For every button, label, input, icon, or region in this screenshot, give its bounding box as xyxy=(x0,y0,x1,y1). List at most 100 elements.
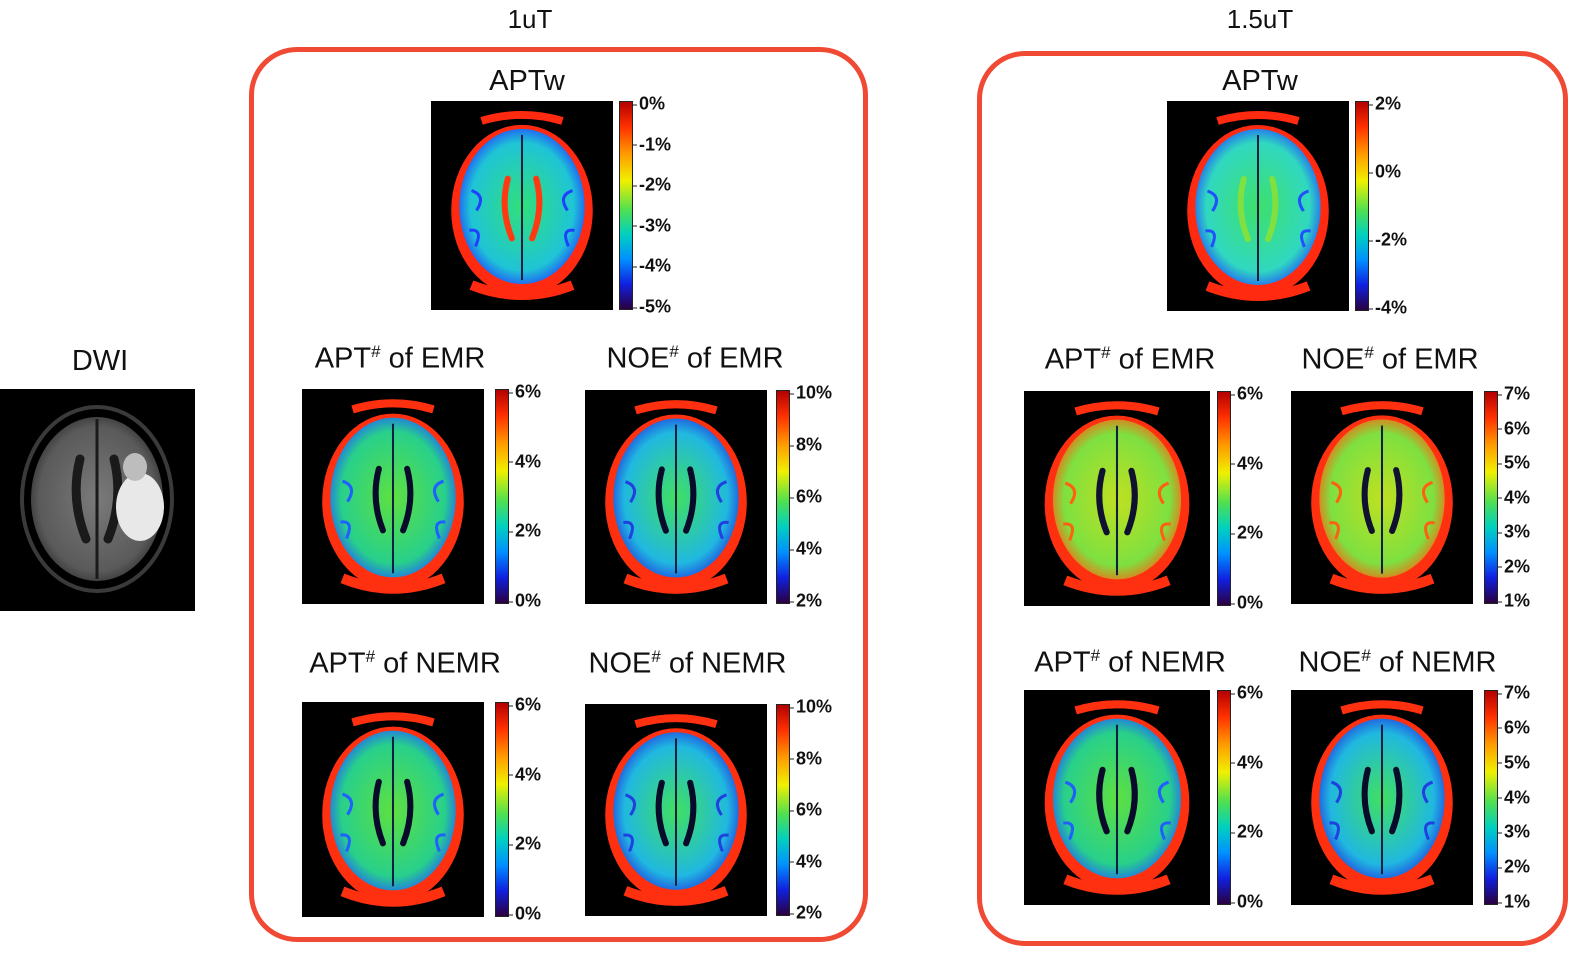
panel-title-main: NOE xyxy=(588,647,652,680)
mri-map-p8 xyxy=(1291,391,1473,604)
colorbar-tick-label: 2% xyxy=(508,833,542,854)
colorbar-tick-label: 4% xyxy=(1230,752,1264,773)
panel-title-sup: # xyxy=(651,647,661,666)
panel-title-p8: NOE# of EMR xyxy=(1290,343,1490,377)
colorbar-tick-label: 4% xyxy=(508,764,542,785)
colorbar-tick-label: -4% xyxy=(1368,297,1408,318)
colorbar-tick-label: 6% xyxy=(789,799,823,820)
colorbar-tick-label: 4% xyxy=(508,451,542,472)
panel-title-p3: NOE# of EMR xyxy=(595,342,795,376)
colorbar-tick-label: 6% xyxy=(1230,682,1264,703)
panel-title-sup: # xyxy=(1090,646,1101,665)
colorbar-tick-label: 2% xyxy=(1497,856,1531,877)
colorbar-tick-label: 5% xyxy=(1497,452,1531,473)
panel-title-rest: of NEMR xyxy=(375,647,501,680)
panel-title-rest: of EMR xyxy=(1373,343,1479,376)
colorbar-tick-label: 0% xyxy=(1230,592,1264,613)
panel-title-rest: of EMR xyxy=(678,342,784,375)
colorbar-tick-label: 4% xyxy=(1230,453,1264,474)
colorbar-p10 xyxy=(1484,690,1498,905)
mri-map-p5 xyxy=(585,704,767,916)
panel-title-rest: of EMR xyxy=(380,342,486,375)
colorbar-tick-label: 10% xyxy=(789,382,833,403)
panel-title-p10: NOE# of NEMR xyxy=(1290,646,1505,680)
mri-map-p7 xyxy=(1024,391,1210,606)
colorbar-tick-label: 2% xyxy=(1368,93,1402,114)
colorbar-tick-label: 2% xyxy=(1230,821,1264,842)
panel-title-main: APT xyxy=(1034,646,1091,679)
panel-title-sup: # xyxy=(1361,646,1371,665)
colorbar-p1 xyxy=(619,101,633,310)
colorbar-p3 xyxy=(776,390,790,604)
mri-map-p1 xyxy=(431,101,613,310)
colorbar-tick-label: 6% xyxy=(508,694,542,715)
colorbar-p7 xyxy=(1217,391,1231,606)
colorbar-tick-label: 6% xyxy=(508,381,542,402)
mri-map-p4 xyxy=(302,702,484,917)
colorbar-tick-label: 6% xyxy=(789,486,823,507)
colorbar-tick-label: 4% xyxy=(1497,787,1531,807)
colorbar-tick-label: 10% xyxy=(789,696,833,717)
colorbar-p8 xyxy=(1484,391,1498,604)
panel-title-main: NOE xyxy=(1298,646,1362,679)
colorbar-p4 xyxy=(495,702,509,917)
colorbar-tick-label: 5% xyxy=(1497,752,1531,773)
panel-title-p2: APT# of EMR xyxy=(305,342,495,376)
colorbar-p6 xyxy=(1355,101,1369,311)
panel-title-main: APT xyxy=(314,342,372,375)
colorbar-tick-label: 8% xyxy=(789,434,823,455)
panel-title-p4: APT# of NEMR xyxy=(300,647,510,681)
group-title-1-5ut: 1.5uT xyxy=(1226,4,1294,34)
colorbar-tick-label: 6% xyxy=(1497,418,1531,438)
colorbar-tick-label: 0% xyxy=(508,590,542,611)
colorbar-tick-label: 6% xyxy=(1230,383,1264,404)
mri-map-p6 xyxy=(1167,101,1349,311)
colorbar-tick-label: 7% xyxy=(1497,383,1531,404)
panel-title-p9: APT# of NEMR xyxy=(1025,646,1235,680)
panel-title-sup: # xyxy=(1101,343,1111,362)
colorbar-tick-label: 1% xyxy=(1497,891,1531,912)
group-frame-1-5ut xyxy=(977,51,1568,946)
colorbar-tick-label: 2% xyxy=(789,902,823,923)
mri-map-p2 xyxy=(302,389,484,604)
panel-title-rest: of NEMR xyxy=(660,647,787,680)
colorbar-tick-label: 0% xyxy=(1368,161,1402,182)
colorbar-p5 xyxy=(776,704,790,916)
colorbar-tick-label: 3% xyxy=(1497,521,1531,542)
dwi-title: DWI xyxy=(71,345,129,377)
dwi-image xyxy=(0,389,195,611)
panel-title-sup: # xyxy=(1364,343,1374,362)
panel-title-main: APTw xyxy=(1222,65,1298,97)
panel-title-sup: # xyxy=(669,342,679,361)
colorbar-tick-label: 0% xyxy=(508,903,542,924)
panel-title-p6: APTw xyxy=(1195,65,1325,98)
colorbar-tick-label: 4% xyxy=(789,851,823,871)
panel-title-rest: of EMR xyxy=(1110,343,1216,376)
panel-title-rest: of NEMR xyxy=(1370,646,1497,679)
colorbar-tick-label: 0% xyxy=(1230,891,1264,912)
colorbar-tick-label: 2% xyxy=(508,520,542,541)
colorbar-tick-label: 2% xyxy=(1497,556,1531,576)
panel-title-main: NOE xyxy=(606,342,670,375)
panel-title-main: NOE xyxy=(1301,343,1365,376)
colorbar-tick-label: -2% xyxy=(632,174,672,195)
colorbar-tick-label: 1% xyxy=(1497,590,1531,611)
group-title-1ut: 1uT xyxy=(507,4,553,34)
mri-map-p9 xyxy=(1024,690,1210,905)
panel-title-p7: APT# of EMR xyxy=(1035,343,1225,377)
colorbar-tick-label: 3% xyxy=(1497,821,1531,842)
colorbar-tick-label: -4% xyxy=(632,255,672,276)
panel-title-p5: NOE# of NEMR xyxy=(580,647,795,681)
colorbar-tick-label: 4% xyxy=(789,538,823,559)
mri-map-p3 xyxy=(585,390,767,604)
colorbar-tick-label: 4% xyxy=(1497,487,1531,507)
panel-title-main: APTw xyxy=(489,65,565,97)
colorbar-tick-label: -5% xyxy=(632,296,672,317)
group-frame-1ut xyxy=(249,47,868,942)
colorbar-tick-label: 8% xyxy=(789,748,823,768)
colorbar-tick-label: -1% xyxy=(632,134,672,155)
colorbar-tick-label: 2% xyxy=(1230,522,1264,543)
colorbar-tick-label: 6% xyxy=(1497,717,1531,738)
panel-title-main: APT xyxy=(309,647,366,680)
panel-title-main: APT xyxy=(1044,343,1102,376)
